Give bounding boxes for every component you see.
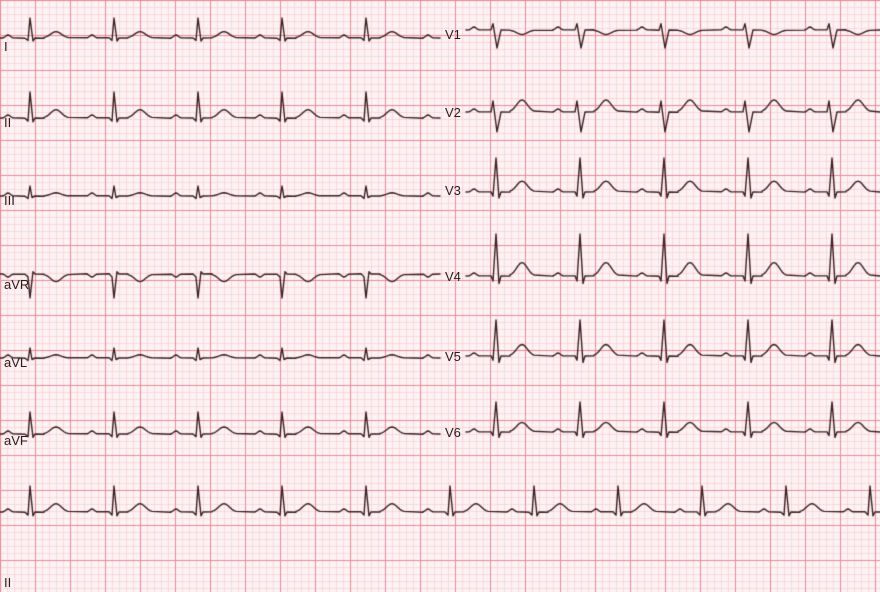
ecg-trace	[0, 0, 880, 592]
ecg-strip: IIIIIIaVRaVLaVFIIV1V2V3V4V5V6	[0, 0, 880, 592]
